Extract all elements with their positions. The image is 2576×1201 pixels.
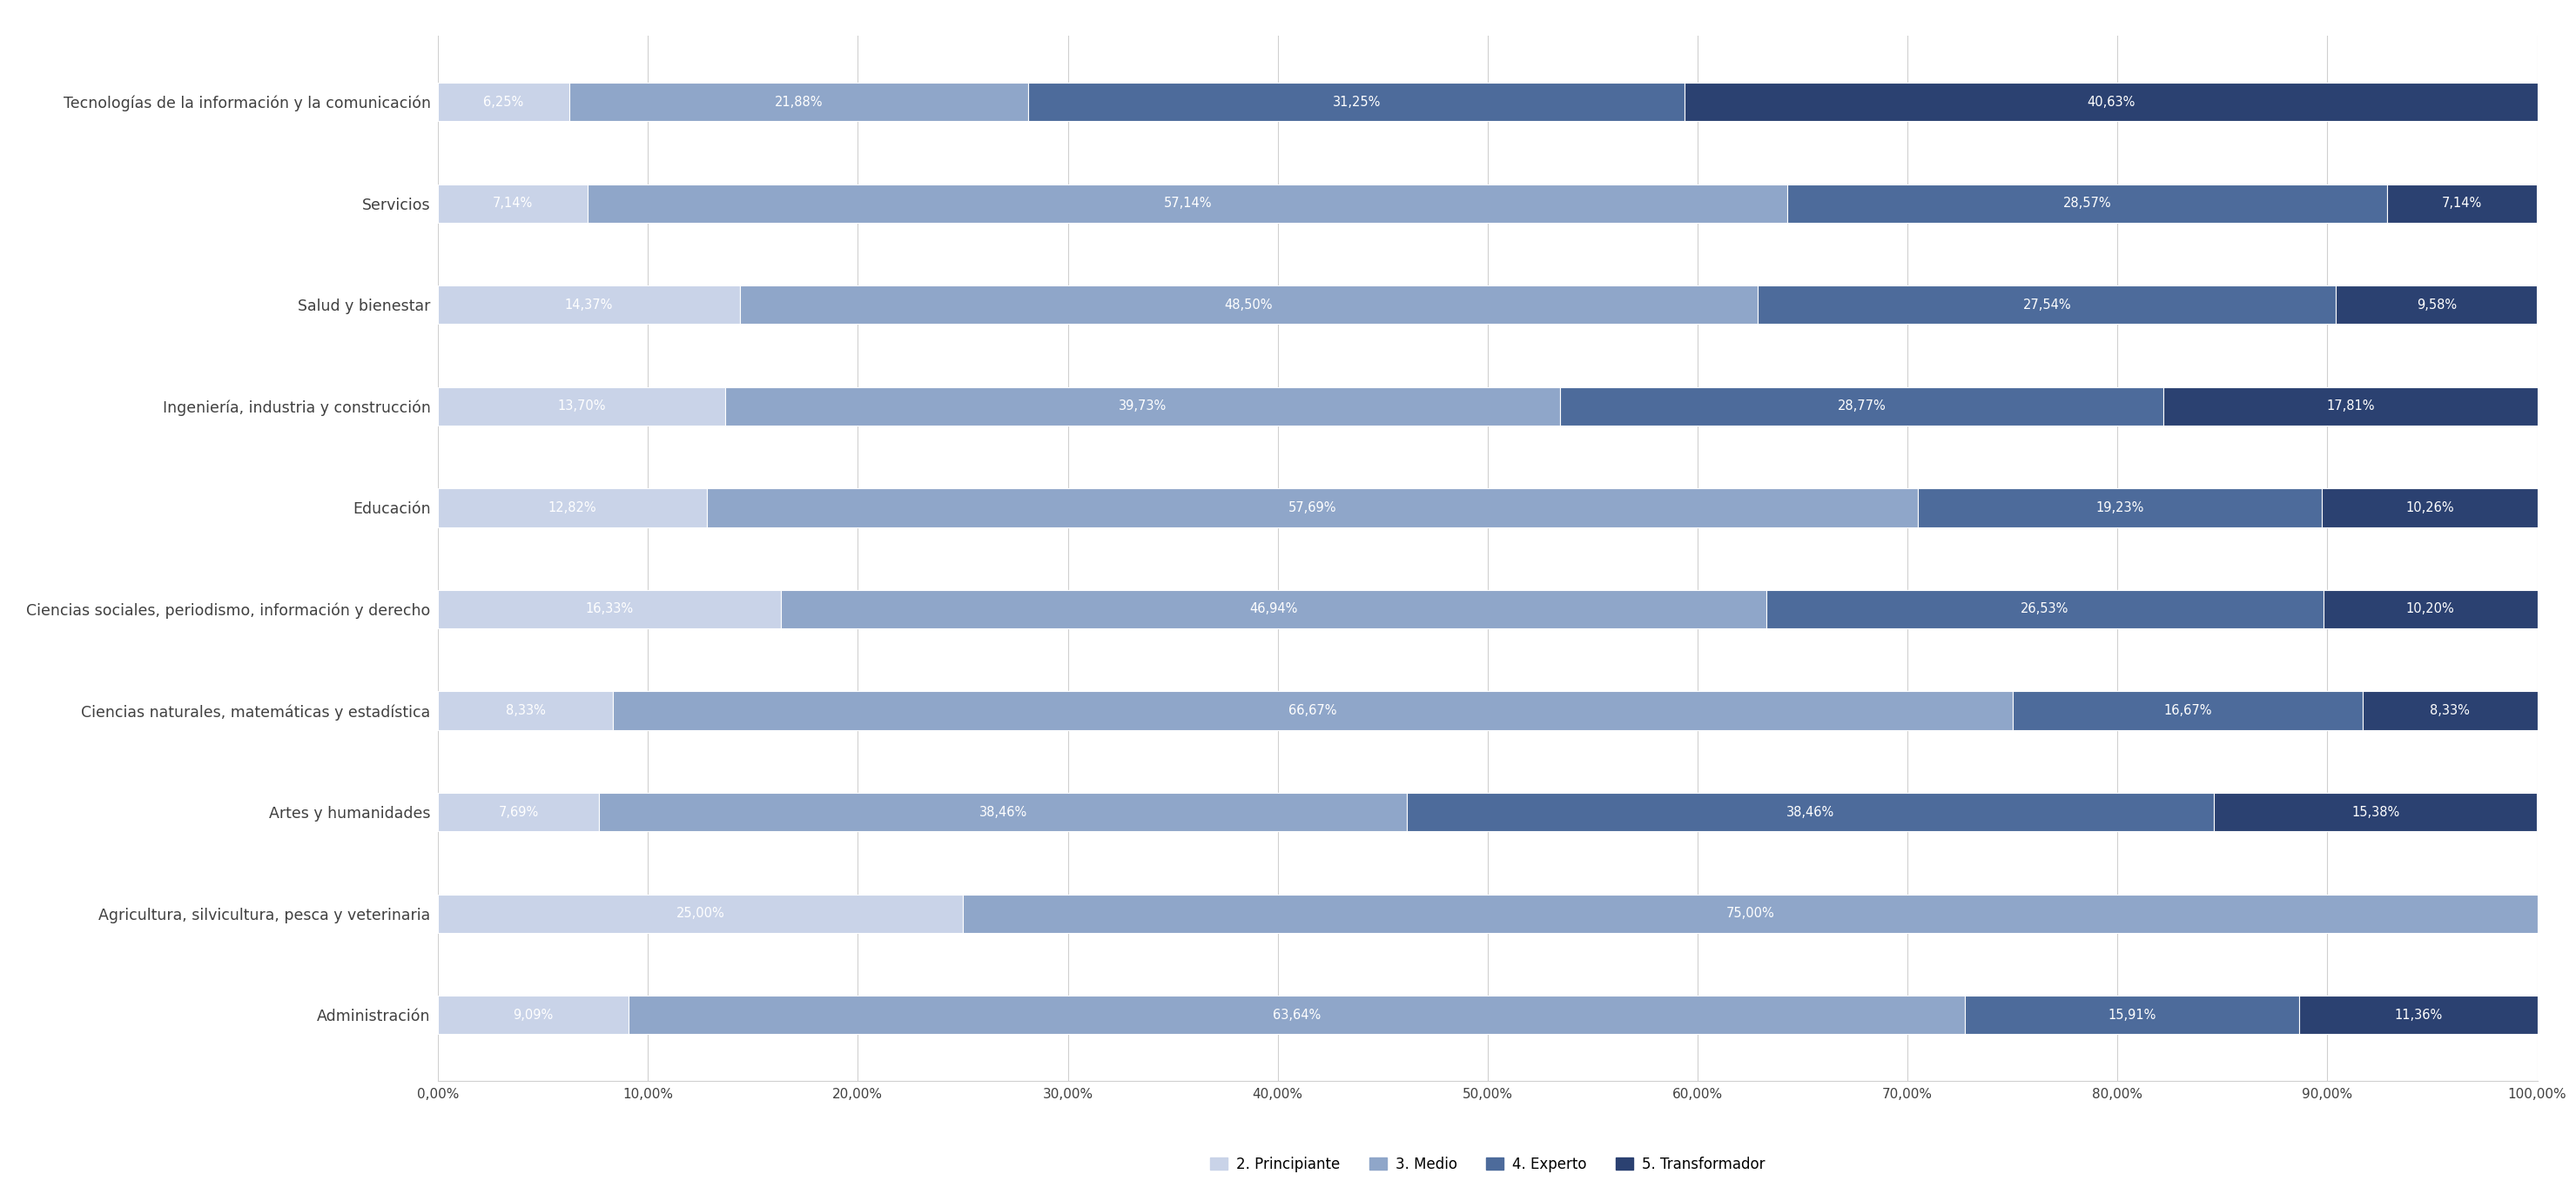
Bar (1406, 793, 2215, 831)
Bar (629, 996, 1965, 1034)
Text: 57,69%: 57,69% (1288, 501, 1337, 514)
Text: 26,53%: 26,53% (2020, 603, 2069, 616)
Bar (726, 387, 1558, 425)
Text: 27,54%: 27,54% (2022, 298, 2071, 311)
Text: 31,25%: 31,25% (1332, 95, 1381, 108)
Bar (1757, 286, 2336, 324)
Bar (2336, 286, 2537, 324)
Text: 21,88%: 21,88% (775, 95, 822, 108)
Bar (569, 83, 1028, 121)
Text: 57,14%: 57,14% (1164, 197, 1211, 210)
Bar (963, 895, 2537, 933)
Text: 28,57%: 28,57% (2063, 197, 2112, 210)
Bar (587, 184, 1788, 222)
Bar (1919, 489, 2321, 527)
Text: 9,58%: 9,58% (2416, 298, 2458, 311)
Bar (438, 590, 781, 628)
Text: 13,70%: 13,70% (556, 400, 605, 413)
Text: 25,00%: 25,00% (675, 907, 724, 920)
Bar (1767, 590, 2324, 628)
Bar (1685, 83, 2537, 121)
Bar (438, 996, 629, 1034)
Bar (438, 184, 587, 222)
Bar (438, 895, 963, 933)
Bar (1965, 996, 2298, 1034)
Text: 11,36%: 11,36% (2393, 1009, 2442, 1022)
Text: 8,33%: 8,33% (505, 704, 546, 717)
Text: 7,69%: 7,69% (500, 806, 538, 819)
Bar (438, 387, 726, 425)
Bar (438, 83, 569, 121)
Text: 6,25%: 6,25% (484, 95, 523, 108)
Legend: 2. Principiante, 3. Medio, 4. Experto, 5. Transformador: 2. Principiante, 3. Medio, 4. Experto, 5… (1206, 1151, 1770, 1178)
Text: 7,14%: 7,14% (2442, 197, 2483, 210)
Bar (1028, 83, 1685, 121)
Bar (2298, 996, 2537, 1034)
Text: 38,46%: 38,46% (1788, 806, 1834, 819)
Bar (2388, 184, 2537, 222)
Text: 7,14%: 7,14% (492, 197, 533, 210)
Text: 10,26%: 10,26% (2406, 501, 2455, 514)
Bar (438, 286, 739, 324)
Text: 15,91%: 15,91% (2107, 1009, 2156, 1022)
Text: 14,37%: 14,37% (564, 298, 613, 311)
Text: 48,50%: 48,50% (1224, 298, 1273, 311)
Bar (706, 489, 1919, 527)
Text: 40,63%: 40,63% (2087, 95, 2136, 108)
Bar (600, 793, 1406, 831)
Bar (2324, 590, 2537, 628)
Text: 9,09%: 9,09% (513, 1009, 554, 1022)
Text: 66,67%: 66,67% (1288, 704, 1337, 717)
Bar (613, 692, 2012, 730)
Bar (781, 590, 1767, 628)
Bar (2164, 387, 2537, 425)
Bar (739, 286, 1757, 324)
Bar (438, 793, 600, 831)
Text: 17,81%: 17,81% (2326, 400, 2375, 413)
Bar (438, 692, 613, 730)
Bar (1788, 184, 2388, 222)
Text: 46,94%: 46,94% (1249, 603, 1298, 616)
Text: 75,00%: 75,00% (1726, 907, 1775, 920)
Text: 8,33%: 8,33% (2429, 704, 2470, 717)
Bar (1558, 387, 2164, 425)
Text: 39,73%: 39,73% (1118, 400, 1167, 413)
Text: 16,67%: 16,67% (2164, 704, 2213, 717)
Text: 28,77%: 28,77% (1837, 400, 1886, 413)
Text: 63,64%: 63,64% (1273, 1009, 1321, 1022)
Bar (438, 489, 706, 527)
Bar (2215, 793, 2537, 831)
Bar (2321, 489, 2537, 527)
Bar (2012, 692, 2362, 730)
Text: 10,20%: 10,20% (2406, 603, 2455, 616)
Text: 19,23%: 19,23% (2097, 501, 2143, 514)
Text: 12,82%: 12,82% (549, 501, 598, 514)
Text: 16,33%: 16,33% (585, 603, 634, 616)
Text: 15,38%: 15,38% (2352, 806, 2401, 819)
Bar (2362, 692, 2537, 730)
Text: 38,46%: 38,46% (979, 806, 1028, 819)
